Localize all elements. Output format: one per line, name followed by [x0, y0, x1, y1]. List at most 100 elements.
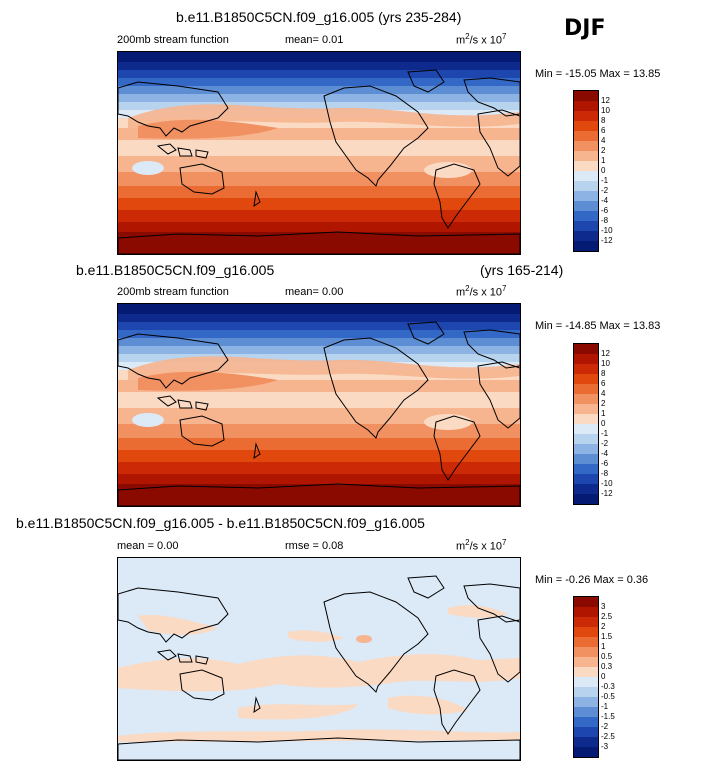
- colorbar-segment: [574, 151, 598, 161]
- panel2-mean-label: mean= 0.00: [285, 286, 344, 298]
- panel3-title: b.e11.B1850C5CN.f09_g16.005 - b.e11.B185…: [16, 515, 425, 531]
- colorbar-tick-label: 2: [601, 622, 606, 631]
- colorbar-tick-label: 1: [601, 642, 606, 651]
- colorbar-tick-label: 8: [601, 116, 606, 125]
- colorbar-tick-label: -1.5: [601, 712, 615, 721]
- colorbar-tick-label: 1: [601, 156, 606, 165]
- panel3-mean-label: mean = 0.00: [117, 540, 179, 552]
- colorbar-tick-label: 10: [601, 106, 610, 115]
- colorbar-tick-label: 2: [601, 146, 606, 155]
- colorbar-segment: [574, 657, 598, 667]
- colorbar-segment: [574, 101, 598, 111]
- colorbar-tick-label: -1: [601, 429, 609, 438]
- panel2-variable-label: 200mb stream function: [117, 286, 229, 298]
- panel1-colorbar: [573, 90, 599, 252]
- colorbar-segment: [574, 201, 598, 211]
- colorbar-tick-label: -2: [601, 186, 609, 195]
- colorbar-tick-label: 8: [601, 369, 606, 378]
- colorbar-tick-label: 0.3: [601, 662, 613, 671]
- colorbar-segment: [574, 647, 598, 657]
- colorbar-tick-label: 6: [601, 126, 606, 135]
- colorbar-segment: [574, 627, 598, 637]
- colorbar-segment: [574, 617, 598, 627]
- colorbar-segment: [574, 374, 598, 384]
- colorbar-segment: [574, 181, 598, 191]
- colorbar-segment: [574, 747, 598, 757]
- colorbar-tick-label: -6: [601, 206, 609, 215]
- panel1-title: b.e11.B1850C5CN.f09_g16.005 (yrs 235-284…: [176, 9, 462, 25]
- colorbar-segment: [574, 414, 598, 424]
- colorbar-tick-label: -8: [601, 216, 609, 225]
- panel3-units-label: m2/s x 107: [456, 538, 507, 553]
- panel3-rmse-label: rmse = 0.08: [285, 540, 344, 552]
- colorbar-tick-label: -12: [601, 236, 613, 245]
- colorbar-segment: [574, 727, 598, 737]
- colorbar-segment: [574, 687, 598, 697]
- world-map: [118, 304, 520, 506]
- colorbar-segment: [574, 474, 598, 484]
- panel2-title: b.e11.B1850C5CN.f09_g16.005: [76, 262, 275, 278]
- panel1-units-label: m2/s x 107: [456, 32, 507, 47]
- colorbar-tick-label: -2: [601, 722, 609, 731]
- colorbar-tick-label: -6: [601, 459, 609, 468]
- panel2-years: (yrs 165-214): [480, 262, 564, 278]
- colorbar-segment: [574, 697, 598, 707]
- colorbar-tick-label: 1: [601, 409, 606, 418]
- panel1-minmax: Min = -15.05 Max = 13.85: [535, 68, 661, 80]
- colorbar-segment: [574, 141, 598, 151]
- colorbar-segment: [574, 494, 598, 504]
- colorbar-segment: [574, 241, 598, 251]
- colorbar-tick-label: -4: [601, 196, 609, 205]
- colorbar-segment: [574, 211, 598, 221]
- colorbar-segment: [574, 161, 598, 171]
- colorbar-segment: [574, 597, 598, 607]
- colorbar-tick-label: 10: [601, 359, 610, 368]
- colorbar-segment: [574, 364, 598, 374]
- colorbar-tick-label: -1: [601, 176, 609, 185]
- colorbar-tick-label: 2.5: [601, 612, 613, 621]
- colorbar-segment: [574, 444, 598, 454]
- colorbar-tick-label: -8: [601, 469, 609, 478]
- colorbar-segment: [574, 717, 598, 727]
- colorbar-tick-label: -2: [601, 439, 609, 448]
- colorbar-segment: [574, 344, 598, 354]
- colorbar-segment: [574, 607, 598, 617]
- panel1-map: [117, 51, 521, 255]
- colorbar-segment: [574, 384, 598, 394]
- colorbar-segment: [574, 111, 598, 121]
- colorbar-segment: [574, 404, 598, 414]
- colorbar-tick-label: 2: [601, 399, 606, 408]
- colorbar-segment: [574, 454, 598, 464]
- colorbar-tick-label: -10: [601, 479, 613, 488]
- season-label: DJF: [564, 16, 606, 41]
- colorbar-segment: [574, 464, 598, 474]
- colorbar-segment: [574, 231, 598, 241]
- colorbar-tick-label: 0: [601, 419, 606, 428]
- colorbar-segment: [574, 424, 598, 434]
- colorbar-tick-label: -1: [601, 702, 609, 711]
- colorbar-tick-label: -0.5: [601, 692, 615, 701]
- panel1-mean-label: mean= 0.01: [285, 34, 344, 46]
- colorbar-tick-label: 0.5: [601, 652, 613, 661]
- colorbar-segment: [574, 91, 598, 101]
- colorbar-segment: [574, 737, 598, 747]
- colorbar-segment: [574, 394, 598, 404]
- colorbar-segment: [574, 131, 598, 141]
- colorbar-segment: [574, 677, 598, 687]
- panel2-minmax: Min = -14.85 Max = 13.83: [535, 320, 661, 332]
- world-map: [118, 558, 520, 760]
- panel3-map: [117, 557, 521, 761]
- colorbar-tick-label: -12: [601, 489, 613, 498]
- colorbar-tick-label: -10: [601, 226, 613, 235]
- colorbar-tick-label: 12: [601, 96, 610, 105]
- colorbar-segment: [574, 707, 598, 717]
- colorbar-tick-label: 0: [601, 166, 606, 175]
- panel2-map: [117, 303, 521, 507]
- world-map: [118, 52, 520, 254]
- colorbar-tick-label: -0.3: [601, 682, 615, 691]
- colorbar-tick-label: -2.5: [601, 732, 615, 741]
- colorbar-segment: [574, 191, 598, 201]
- colorbar-segment: [574, 121, 598, 131]
- colorbar-segment: [574, 434, 598, 444]
- colorbar-segment: [574, 354, 598, 364]
